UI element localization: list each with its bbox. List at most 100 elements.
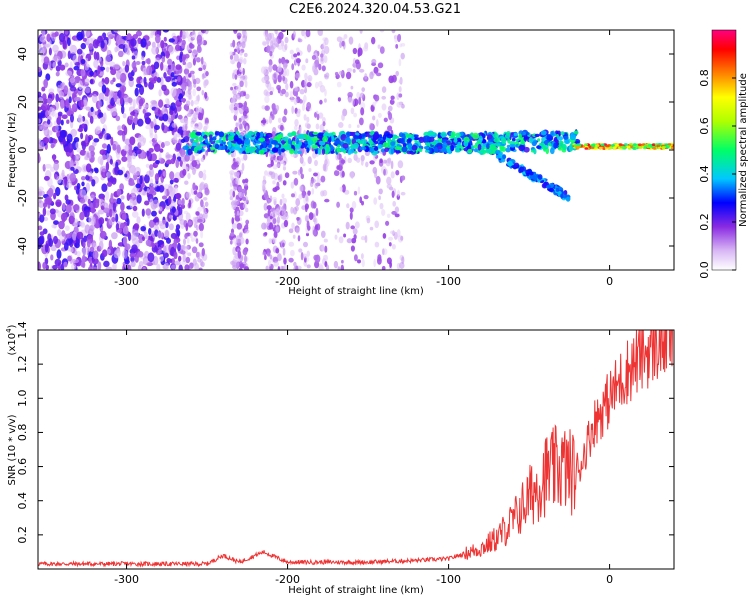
spectrogram-cell xyxy=(131,122,136,131)
spectrogram-cell xyxy=(290,96,295,103)
spectrogram-cell xyxy=(135,183,141,189)
spectrogram-cell xyxy=(54,31,59,37)
spectrogram-cell xyxy=(400,191,406,196)
spectrogram-cell xyxy=(600,143,605,147)
spectrogram-cell xyxy=(55,186,61,197)
spectrogram-cell xyxy=(77,127,84,133)
spectrogram-cell xyxy=(395,44,399,49)
spectrogram-cell xyxy=(189,232,193,239)
spectrogram-cell xyxy=(560,131,565,136)
spectrogram-cell xyxy=(173,240,178,249)
spectrogram-cell xyxy=(294,86,299,92)
spectrogram-cell xyxy=(301,64,306,71)
spectrogram-cell xyxy=(82,37,87,42)
spectrogram-cell xyxy=(238,191,243,199)
spectrogram-cell xyxy=(282,242,285,248)
spectrogram-cell xyxy=(234,74,238,80)
spectrogram-cell xyxy=(450,145,455,152)
spectrogram-cell xyxy=(379,30,385,33)
spectrogram-cell xyxy=(138,238,143,244)
spectrogram-cell xyxy=(200,157,205,162)
spectrogram-xtick-label: -100 xyxy=(436,275,461,288)
snr-ylabel: SNR (10 * v/v) xyxy=(7,414,18,485)
spectrogram-cell xyxy=(291,140,296,146)
spectrogram-cell xyxy=(184,123,188,131)
spectrogram-cell xyxy=(234,201,240,206)
spectrogram-cell xyxy=(569,134,576,141)
spectrogram-image xyxy=(38,30,674,270)
spectrogram-cell xyxy=(232,39,236,48)
spectrogram-cell xyxy=(671,146,674,149)
spectrogram-cell xyxy=(271,43,276,50)
spectrogram-cell xyxy=(319,85,326,93)
spectrogram-cell xyxy=(67,142,74,153)
spectrogram-cell xyxy=(74,185,78,191)
spectrogram-cell xyxy=(359,30,363,34)
spectrogram-cell xyxy=(322,254,329,262)
spectrogram-cell xyxy=(169,258,173,264)
spectrogram-cell xyxy=(148,228,152,235)
spectrogram-cell xyxy=(355,157,361,163)
spectrogram-cell xyxy=(150,99,158,105)
spectrogram-cell xyxy=(388,242,392,247)
colorbar-tick-label: 0.6 xyxy=(698,117,711,135)
spectrogram-cell xyxy=(245,207,249,213)
spectrogram-cell xyxy=(110,68,117,76)
spectrogram-cell xyxy=(299,185,304,192)
spectrogram-cell xyxy=(276,216,281,224)
spectrogram-cell xyxy=(187,88,192,95)
spectrogram-cell xyxy=(263,30,269,38)
spectrogram-cell xyxy=(50,143,55,149)
spectrogram-cell xyxy=(383,117,388,123)
spectrogram-cell xyxy=(179,147,186,158)
spectrogram-cell xyxy=(82,241,86,248)
spectrogram-cell xyxy=(45,264,50,270)
spectrogram-cell xyxy=(214,143,220,150)
spectrogram-cell xyxy=(233,161,238,166)
spectrogram-cell xyxy=(89,246,95,253)
spectrogram-cell xyxy=(290,249,295,257)
spectrogram-cell xyxy=(323,98,327,103)
spectrogram-cell xyxy=(280,124,284,131)
spectrogram-cell xyxy=(353,254,358,262)
spectrogram-cell xyxy=(143,76,147,85)
spectrogram-cell xyxy=(42,43,47,54)
spectrogram-cell xyxy=(374,170,378,179)
spectrogram-cell xyxy=(193,111,199,120)
spectrogram-cell xyxy=(115,83,122,88)
spectrogram-cell xyxy=(477,143,482,151)
spectrogram-cell xyxy=(145,208,152,216)
spectrogram-cell xyxy=(527,168,532,173)
spectrogram-cell xyxy=(193,223,198,228)
spectrogram-cell xyxy=(235,122,239,128)
spectrogram-cell xyxy=(292,234,296,239)
spectrogram-cell xyxy=(301,103,306,112)
spectrogram-cell xyxy=(282,116,287,123)
spectrogram-cell xyxy=(262,41,267,46)
spectrogram-cell xyxy=(242,248,248,256)
spectrogram-cell xyxy=(55,71,60,77)
spectrogram-cell xyxy=(195,57,201,63)
spectrogram-cell xyxy=(304,72,308,80)
spectrogram-cell xyxy=(174,185,178,194)
spectrogram-cell xyxy=(338,236,344,244)
spectrogram-cell xyxy=(620,145,625,149)
spectrogram-cell xyxy=(38,186,44,192)
spectrogram-cell xyxy=(562,194,568,199)
spectrogram-cell xyxy=(124,173,128,178)
spectrogram-cell xyxy=(347,96,353,104)
spectrogram-cell xyxy=(495,154,501,159)
spectrogram-cell xyxy=(171,122,178,128)
spectrogram-cell xyxy=(386,183,392,189)
spectrogram-cell xyxy=(555,130,559,135)
spectrogram-cell xyxy=(509,143,516,148)
spectrogram-cell xyxy=(64,194,69,201)
spectrogram-cell xyxy=(175,64,182,70)
spectrogram-cell xyxy=(131,210,139,218)
spectrogram-cell xyxy=(590,146,595,149)
spectrogram-cell xyxy=(618,143,623,146)
snr-series-line xyxy=(38,330,674,568)
spectrogram-cell xyxy=(181,82,186,90)
spectrogram-cell xyxy=(127,264,132,270)
spectrogram-cell xyxy=(138,98,144,107)
